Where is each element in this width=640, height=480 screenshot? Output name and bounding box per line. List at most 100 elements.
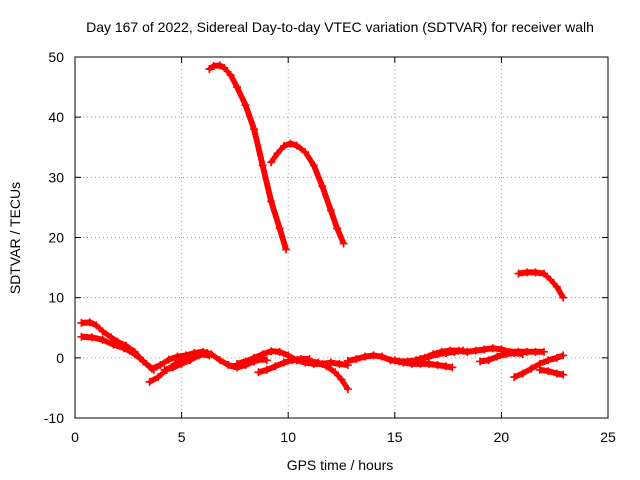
data-point [109,340,118,349]
chart-title: Day 167 of 2022, Sidereal Day-to-day VTE… [86,19,594,35]
series-arc-a [205,61,291,254]
x-tick-label: 10 [280,429,296,445]
data-point [552,282,561,291]
data-point [194,351,203,360]
data-point [441,349,450,358]
data-point [522,268,531,277]
data-point [488,344,497,353]
data-point [254,368,263,377]
data-point [145,377,154,386]
data-point [314,358,323,367]
y-tick-label: -10 [44,410,64,426]
data-point [98,335,107,344]
data-point [271,362,280,371]
data-point [250,125,259,134]
data-point [518,369,527,378]
data-point [335,359,344,368]
x-axis-label: GPS time / hours [287,457,394,473]
data-point [441,362,450,371]
data-point [296,355,305,364]
data-point [203,349,212,358]
y-tick-label: 30 [48,169,64,185]
data-point [331,368,340,377]
data-point [510,373,519,382]
series-arc-i [254,355,314,377]
x-tick-label: 0 [71,429,79,445]
data-point [369,351,378,360]
series-arc-c [514,268,568,302]
data-point [77,332,86,341]
data-point [552,369,561,378]
data-point [215,61,224,70]
data-point [493,352,502,361]
data-point [480,345,489,354]
series-arc-l [390,356,457,372]
data-point [518,350,527,359]
data-point [160,365,169,374]
data-point [531,347,540,356]
data-point [286,139,295,148]
data-point [224,361,233,370]
data-point [107,333,116,342]
data-point [390,356,399,365]
data-point [233,359,242,368]
y-tick-label: 0 [56,350,64,366]
data-point [233,83,242,92]
data-point [544,356,553,365]
data-point [309,161,318,170]
data-point [343,385,352,394]
data-point [497,345,506,354]
data-point [292,141,301,150]
data-point [318,182,327,191]
data-point [333,224,342,233]
data-point [154,373,163,382]
data-point [262,356,271,365]
series-arc-j [305,357,352,394]
data-point [326,206,335,215]
data-point [535,365,544,374]
data-point [450,347,459,356]
data-point [77,318,86,327]
data-point [92,321,101,330]
data-point [522,347,531,356]
data-point [337,375,346,384]
data-point [424,352,433,361]
data-point [164,355,173,364]
data-point [288,356,297,365]
data-point [98,327,107,336]
data-point [226,71,235,80]
data-point [424,359,433,368]
data-point [559,293,568,302]
data-point [352,355,361,364]
data-point [322,362,331,371]
y-tick-label: 50 [48,49,64,65]
data-point [433,350,442,359]
data-point [120,344,129,353]
data-point [305,357,314,366]
data-point [275,224,284,233]
data-point [360,352,369,361]
data-point [448,363,457,372]
grid-lines [75,57,608,418]
data-point [258,161,267,170]
x-tick-label: 15 [387,429,403,445]
series-arc-m [416,346,468,364]
series-arc-g [160,349,212,374]
data-point [250,353,259,362]
data-point [510,349,519,358]
data-point [399,358,408,367]
data-point [339,239,348,248]
data-point [546,275,555,284]
x-tick-label: 20 [494,429,510,445]
data-point [514,269,523,278]
x-tick-label: 5 [178,429,186,445]
data-point [241,357,250,366]
data-point [416,355,425,364]
data-point [552,353,561,362]
data-point [284,351,293,360]
x-tick-label: 25 [600,429,616,445]
y-axis-label: SDTVAR / TECUs [7,182,23,294]
data-point [279,142,288,151]
data-point [258,350,267,359]
axis-ticks: 0 5 10 15 20 25 -10 0 10 20 30 40 50 [44,49,616,445]
